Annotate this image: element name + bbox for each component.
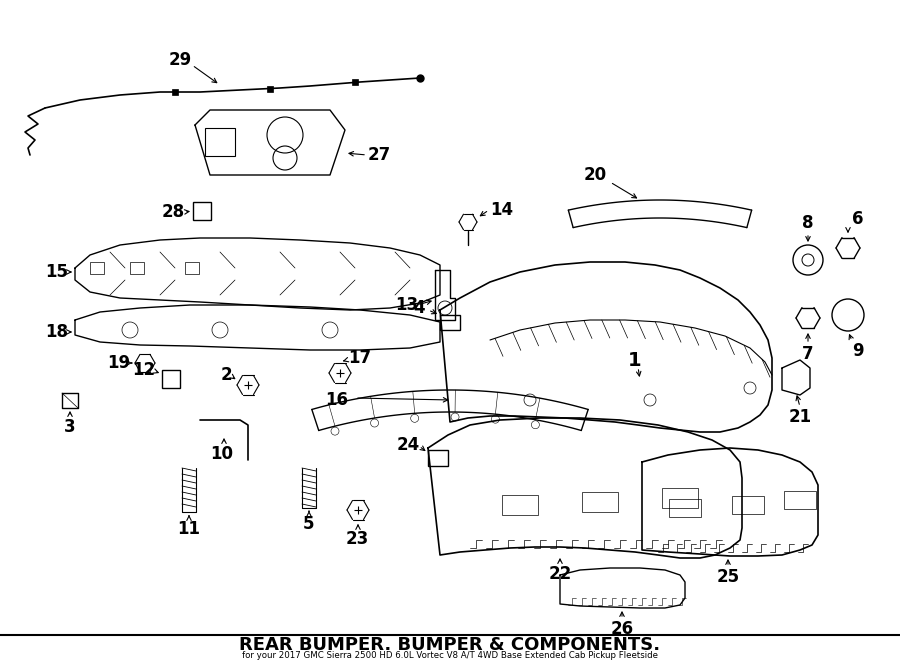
Text: 4: 4: [413, 299, 425, 317]
Bar: [582, 492, 618, 512]
Bar: [784, 491, 816, 509]
Text: 8: 8: [802, 214, 814, 232]
Text: 26: 26: [610, 620, 634, 638]
Text: 2: 2: [220, 366, 232, 384]
Bar: [90, 262, 104, 274]
Text: 21: 21: [788, 408, 812, 426]
Text: 20: 20: [583, 166, 607, 184]
Text: 11: 11: [177, 520, 201, 538]
Text: 27: 27: [368, 146, 392, 164]
Bar: [205, 128, 235, 156]
Text: 24: 24: [397, 436, 420, 454]
Bar: [162, 370, 180, 388]
Text: 23: 23: [346, 530, 369, 548]
Text: 1: 1: [628, 350, 642, 369]
Bar: [662, 488, 698, 508]
Text: 15: 15: [45, 263, 68, 281]
Text: 13: 13: [395, 296, 418, 314]
Text: 14: 14: [490, 201, 513, 219]
Bar: [669, 499, 701, 517]
Text: 5: 5: [303, 515, 315, 533]
Bar: [502, 495, 538, 515]
Text: 16: 16: [325, 391, 348, 409]
Text: for your 2017 GMC Sierra 2500 HD 6.0L Vortec V8 A/T 4WD Base Extended Cab Pickup: for your 2017 GMC Sierra 2500 HD 6.0L Vo…: [242, 650, 658, 660]
Text: 6: 6: [852, 210, 864, 228]
Bar: [732, 496, 764, 514]
Bar: [185, 262, 199, 274]
Text: 18: 18: [45, 323, 68, 341]
Text: 19: 19: [107, 354, 130, 372]
Text: 3: 3: [64, 418, 76, 436]
Text: 10: 10: [211, 445, 233, 463]
Bar: [428, 450, 448, 466]
Text: 25: 25: [716, 568, 740, 586]
Text: 9: 9: [852, 342, 864, 360]
Text: REAR BUMPER. BUMPER & COMPONENTS.: REAR BUMPER. BUMPER & COMPONENTS.: [239, 636, 661, 654]
Text: 29: 29: [168, 51, 192, 69]
Text: 28: 28: [162, 203, 185, 221]
Text: 7: 7: [802, 345, 814, 363]
Bar: [130, 262, 144, 274]
Bar: [193, 202, 211, 220]
Text: 22: 22: [548, 565, 572, 583]
Text: 12: 12: [132, 361, 155, 379]
Text: 17: 17: [348, 349, 371, 367]
Bar: [440, 315, 460, 330]
